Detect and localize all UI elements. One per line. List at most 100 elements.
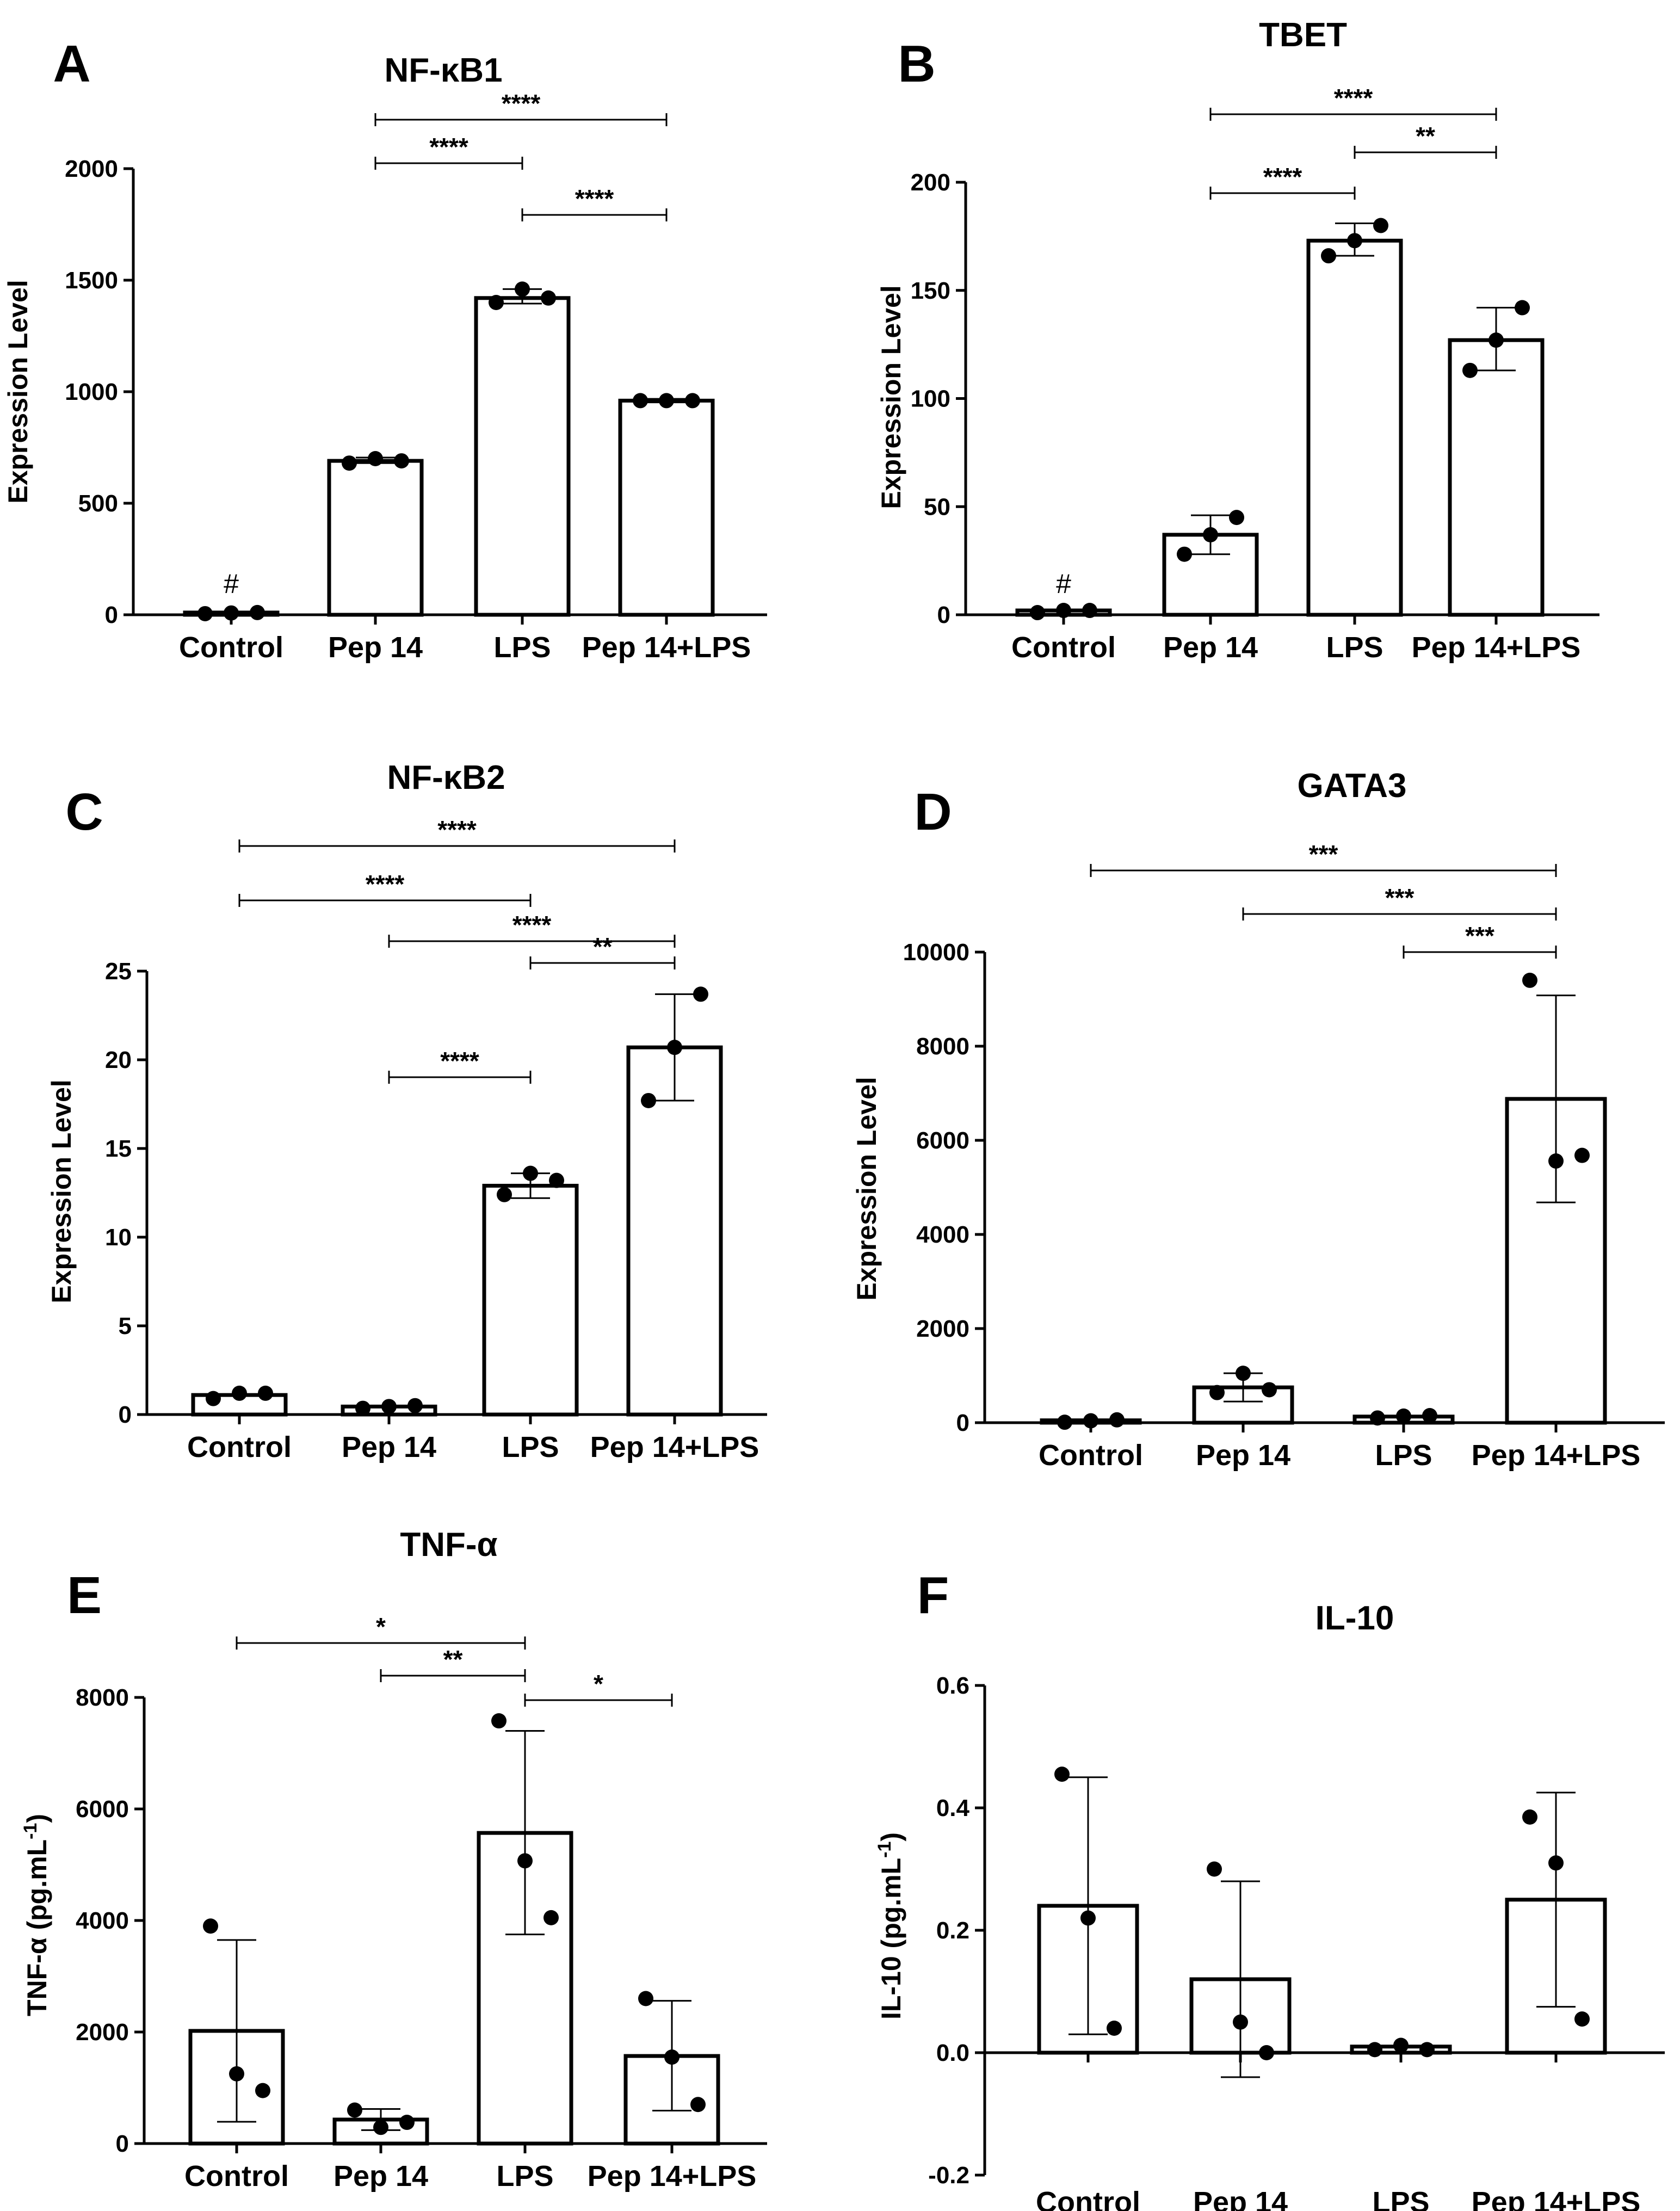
bar <box>1448 338 1545 617</box>
y-tick-label: 0.6 <box>936 1672 969 1699</box>
y-tick-label: 0.0 <box>936 2040 969 2066</box>
panel-letter: C <box>65 783 103 841</box>
data-point <box>407 1398 423 1413</box>
y-tick-label: 0 <box>956 1410 969 1436</box>
data-point <box>1057 1415 1072 1430</box>
data-point <box>229 2066 244 2082</box>
y-tick-label: 0 <box>119 1401 132 1428</box>
y-tick-label: 0 <box>116 2130 129 2157</box>
data-point <box>1177 546 1192 562</box>
bar <box>618 398 715 617</box>
x-tick-label: Pep 14 <box>1193 2186 1288 2211</box>
y-tick-label: 10000 <box>903 939 969 966</box>
significance-hash: # <box>224 569 239 599</box>
y-axis-label-text: TNF-α (pg.mL <box>22 1839 52 2016</box>
panel-letter: A <box>53 35 90 93</box>
significance-hash: # <box>1056 569 1071 599</box>
data-point <box>549 1172 564 1188</box>
y-axis-label-superscript: -1 <box>874 1842 895 1858</box>
data-point <box>368 451 383 466</box>
data-point <box>224 605 239 621</box>
data-point <box>1203 527 1218 542</box>
data-point <box>1236 1366 1251 1381</box>
y-tick-label: 500 <box>78 490 118 517</box>
data-point <box>685 393 700 409</box>
data-point <box>1522 972 1537 988</box>
data-point <box>1259 2045 1274 2060</box>
y-tick-label: 4000 <box>76 1907 129 1934</box>
y-tick-label: 6000 <box>76 1796 129 1823</box>
data-point <box>255 2083 270 2098</box>
x-tick-label: Control <box>1011 631 1116 664</box>
data-point <box>667 1040 682 1055</box>
chart-title: NF-κB2 <box>387 759 505 796</box>
data-point <box>1574 1147 1590 1163</box>
data-point <box>1109 1412 1125 1428</box>
data-point <box>373 2120 388 2135</box>
x-tick-label: LPS <box>1372 2186 1429 2211</box>
chart-title: TBET <box>1259 16 1347 54</box>
y-tick-label: 100 <box>911 386 950 412</box>
chart-title: IL-10 <box>1315 1599 1394 1637</box>
y-tick-label: 8000 <box>76 1684 129 1711</box>
chart-panel-b: B TBET 0 50 100 150 200 Expression Level Control… <box>876 16 1599 664</box>
data-point <box>1083 1413 1098 1429</box>
significance-label: *** <box>1465 922 1494 950</box>
significance-label: * <box>376 1613 386 1641</box>
data-point <box>342 455 357 471</box>
significance-label: ** <box>443 1645 463 1673</box>
x-tick-label: Pep 14+LPS <box>582 631 751 664</box>
y-axis-label: IL-10 (pg.mL-1) <box>874 1832 906 2019</box>
data-point <box>1370 1410 1385 1426</box>
data-point <box>381 1399 397 1415</box>
data-point <box>491 1713 507 1729</box>
data-point <box>197 606 213 621</box>
significance-label: **** <box>437 816 477 844</box>
y-tick-label: 10 <box>105 1224 132 1251</box>
y-axis-label-end: ) <box>876 1832 906 1842</box>
x-tick-label: Pep 14+LPS <box>1472 1439 1641 1472</box>
data-point <box>232 1385 247 1401</box>
data-point <box>515 281 530 297</box>
data-point <box>1515 300 1530 316</box>
data-point <box>1396 1408 1411 1424</box>
y-axis-label-text: Expression Level <box>876 285 906 509</box>
significance-label: **** <box>429 133 468 161</box>
y-axis-label-text: Expression Level <box>46 1079 77 1303</box>
y-tick-label: 200 <box>911 169 950 196</box>
chart-panel-f: F IL-10 -0.2 0.0 0.2 0.4 0.6 IL-10 (pg.mL-1) Con… <box>874 1566 1665 2211</box>
data-point <box>206 1391 221 1406</box>
data-point <box>399 2115 415 2130</box>
data-point <box>1548 1153 1564 1169</box>
panel-letter: F <box>917 1566 949 1625</box>
y-tick-label: 8000 <box>916 1033 969 1060</box>
y-tick-label: 20 <box>105 1047 132 1073</box>
y-tick-label: 25 <box>105 958 132 985</box>
x-tick-label: LPS <box>502 1431 559 1463</box>
significance-label: **** <box>502 89 541 118</box>
y-tick-label: 150 <box>911 277 950 304</box>
y-axis-label: Expression Level <box>851 1077 882 1300</box>
data-point <box>1373 218 1388 233</box>
data-point <box>489 295 504 310</box>
data-point <box>1422 1408 1437 1424</box>
y-axis-label-text: IL-10 (pg.mL <box>876 1858 906 2019</box>
data-point <box>250 604 265 620</box>
y-tick-label: -0.2 <box>928 2162 969 2189</box>
significance-label: **** <box>575 184 614 213</box>
data-point <box>1233 2014 1248 2030</box>
data-point <box>1107 2021 1122 2036</box>
significance-label: **** <box>512 911 552 939</box>
x-tick-label: Pep 14 <box>333 2160 428 2193</box>
x-tick-label: Control <box>1039 1439 1143 1472</box>
x-tick-label: Pep 14+LPS <box>1472 2186 1641 2211</box>
bar <box>327 459 424 617</box>
data-point <box>394 453 409 469</box>
data-point <box>258 1385 273 1401</box>
chart-panel-e: E TNF-α 0 2000 4000 6000 8000 TNF-α (pg.mL-1) Co… <box>20 1526 767 2193</box>
data-point <box>1207 1861 1222 1877</box>
significance-label: **** <box>1263 163 1302 191</box>
significance-label: **** <box>1334 84 1373 112</box>
y-tick-label: 2000 <box>916 1316 969 1342</box>
